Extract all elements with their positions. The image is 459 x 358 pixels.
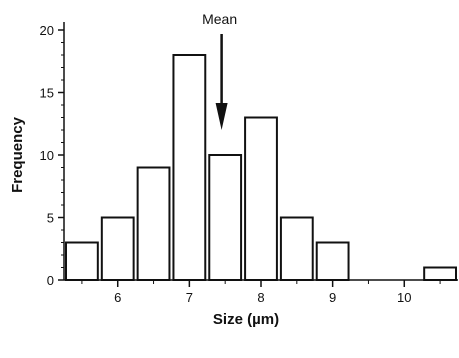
mean-annotation: Mean bbox=[202, 11, 237, 130]
y-tick-label-0: 0 bbox=[47, 273, 54, 288]
mean-arrow-head-icon bbox=[215, 103, 228, 130]
bar-1 bbox=[100, 216, 135, 281]
x-tick-label-1: 7 bbox=[186, 290, 193, 305]
bar-10 bbox=[423, 266, 458, 281]
y-tick-label-2: 10 bbox=[40, 148, 54, 163]
x-axis-title: Size (µm) bbox=[213, 311, 279, 328]
bar-3 bbox=[172, 54, 207, 281]
bar-0 bbox=[65, 241, 99, 281]
y-tick-label-3: 15 bbox=[40, 86, 54, 101]
y-tick-label-4: 20 bbox=[40, 23, 54, 38]
bars-group bbox=[65, 54, 458, 281]
x-tick-label-0: 6 bbox=[114, 290, 121, 305]
bar-4 bbox=[208, 154, 243, 281]
bar-5 bbox=[244, 116, 278, 281]
x-tick-label-3: 9 bbox=[329, 290, 336, 305]
x-tick-label-2: 8 bbox=[257, 290, 264, 305]
y-tick-label-1: 5 bbox=[47, 211, 54, 226]
bar-6 bbox=[279, 216, 314, 281]
bar-7 bbox=[315, 241, 350, 281]
x-axis-ticks: 6 7 8 9 10 bbox=[81, 280, 441, 305]
y-axis-ticks: 0 5 10 15 20 bbox=[40, 23, 64, 288]
y-axis-title: Frequency bbox=[9, 116, 26, 193]
mean-label: Mean bbox=[202, 11, 237, 27]
x-tick-label-4: 10 bbox=[397, 290, 411, 305]
bar-2 bbox=[136, 166, 171, 281]
